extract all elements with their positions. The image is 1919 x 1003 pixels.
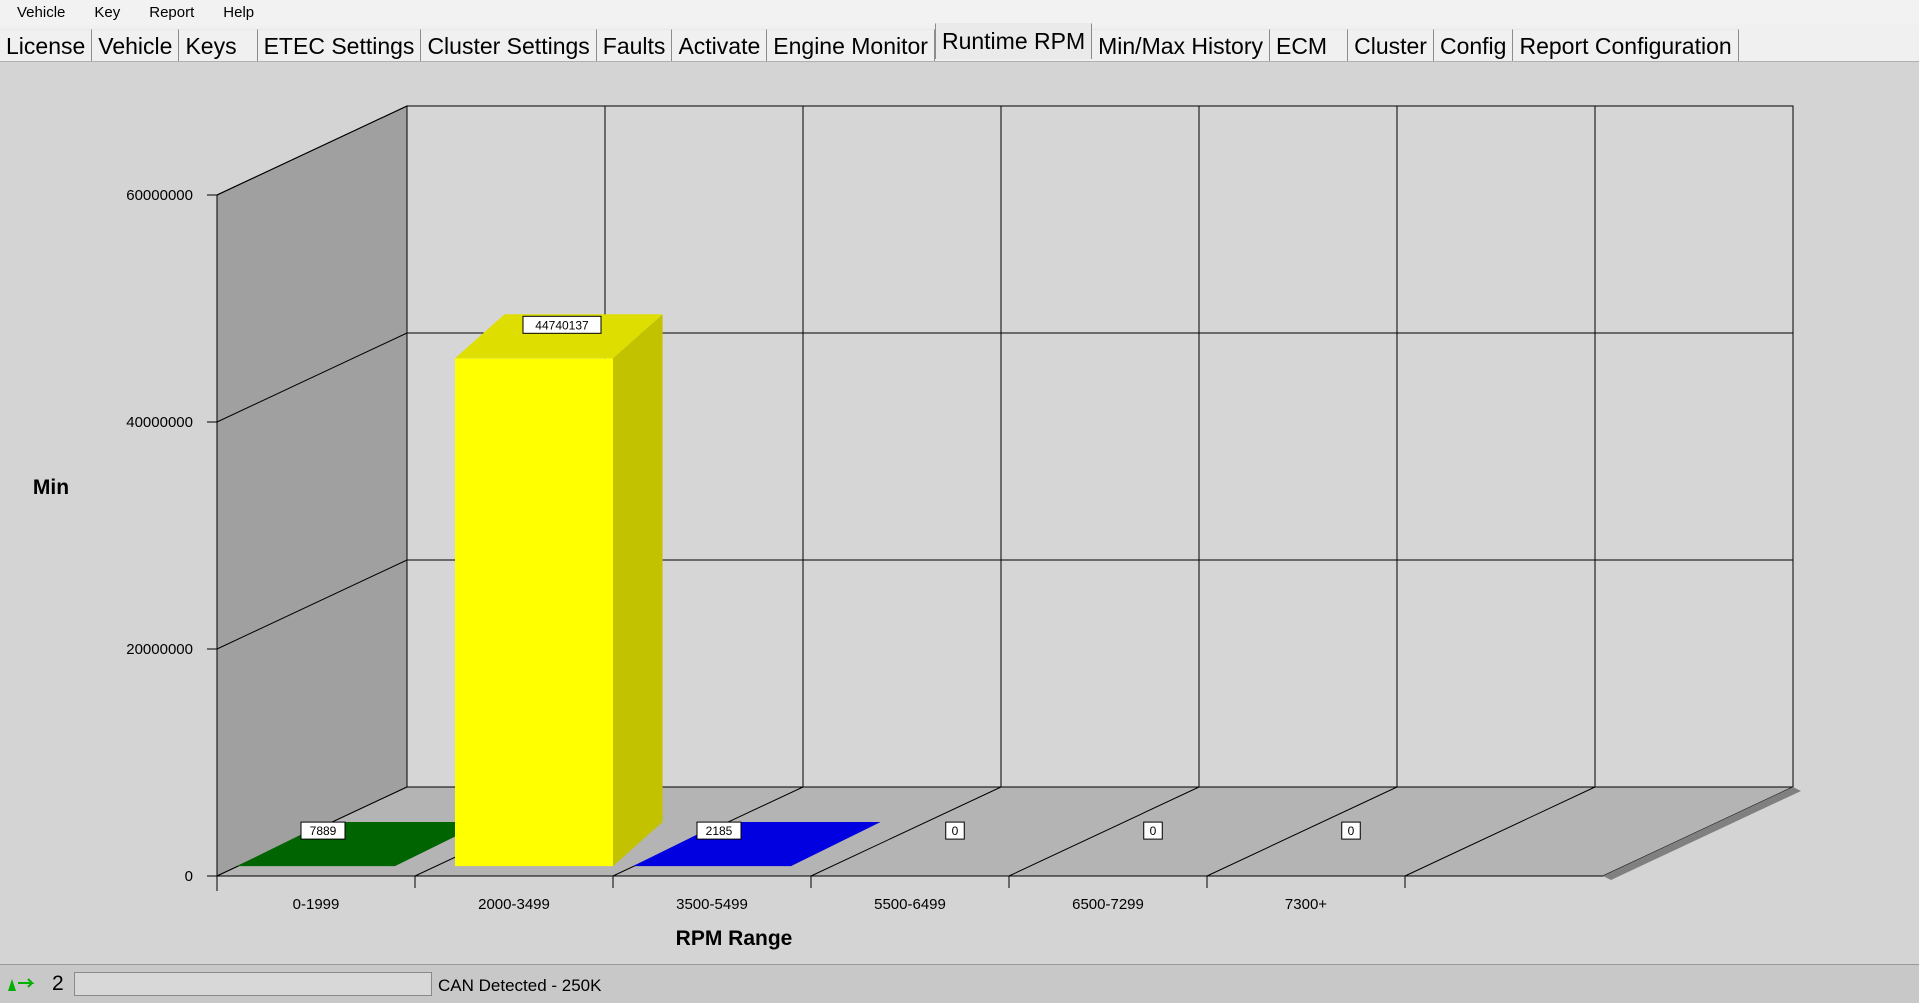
floor-divider — [1008, 786, 1200, 877]
tab-license[interactable]: License — [0, 29, 93, 61]
status-count: 2 — [52, 972, 64, 995]
runtime-rpm-chart-panel: 0 20000000 40000000 60000000 0-1999 2000-3499… — [0, 62, 1919, 964]
y-tick-label: 60000000 — [126, 187, 193, 204]
x-tick-label: 6500-7299 — [1072, 896, 1144, 913]
tab-cluster[interactable]: Cluster — [1348, 29, 1434, 61]
y-axis-title: Min — [33, 476, 69, 499]
chart-axes: 0 20000000 40000000 60000000 0-1999 2000-3499… — [33, 187, 1603, 950]
data-label: 7889 — [310, 824, 337, 838]
runtime-rpm-chart: 0 20000000 40000000 60000000 0-1999 2000-3499… — [33, 105, 1801, 950]
bar-top-face — [455, 314, 663, 359]
floor-divider — [1404, 786, 1596, 877]
bar-front-face — [455, 358, 613, 867]
data-label-box — [696, 821, 742, 840]
y-tick-label: 40000000 — [126, 414, 193, 431]
chart-bars — [237, 314, 881, 867]
tab-bar: License Vehicle Keys ETEC Settings Clust… — [0, 23, 1919, 62]
tab-ecm[interactable]: ECM — [1269, 29, 1349, 61]
status-message: CAN Detected - 250K — [438, 976, 602, 995]
tab-config[interactable]: Config — [1433, 29, 1514, 61]
tab-vehicle[interactable]: Vehicle — [92, 29, 180, 61]
data-label-box — [300, 821, 346, 840]
tab-report-configuration[interactable]: Report Configuration — [1513, 29, 1739, 61]
data-label: 0 — [1348, 824, 1355, 838]
data-label: 44740137 — [535, 318, 589, 332]
status-progress-field — [74, 972, 432, 996]
x-tick-label: 2000-3499 — [478, 896, 550, 913]
menu-help[interactable]: Help — [223, 4, 255, 21]
tab-faults[interactable]: Faults — [596, 29, 673, 61]
data-label: 0 — [952, 824, 959, 838]
chart-walls — [216, 105, 1801, 880]
floor-divider — [810, 786, 1002, 877]
grid-line-left-wall — [216, 559, 408, 650]
tab-min-max-history[interactable]: Min/Max History — [1092, 29, 1270, 61]
tab-keys[interactable]: Keys — [179, 29, 258, 61]
menu-report[interactable]: Report — [149, 4, 195, 21]
bar-side-face — [613, 314, 663, 867]
floor-edge-shadow — [1603, 787, 1801, 880]
left-wall — [216, 105, 408, 877]
tab-runtime-rpm[interactable]: Runtime RPM — [934, 23, 1093, 59]
menu-bar: Vehicle Key Report Help — [0, 0, 1919, 25]
bar — [455, 314, 663, 867]
connection-arrows-icon — [8, 978, 35, 991]
data-label-box — [1341, 821, 1361, 840]
data-label: 2185 — [706, 824, 733, 838]
grid-line-left-wall — [216, 105, 408, 196]
floor-divider — [1206, 786, 1398, 877]
bar — [633, 822, 881, 867]
x-tick-label: 5500-6499 — [874, 896, 946, 913]
bar — [237, 822, 485, 867]
data-label-box — [945, 821, 965, 840]
data-label: 0 — [1150, 824, 1157, 838]
x-tick-label: 7300+ — [1285, 896, 1327, 913]
menu-key[interactable]: Key — [94, 4, 121, 21]
x-axis-title: RPM Range — [676, 927, 793, 950]
grid-line-left-wall — [216, 332, 408, 423]
data-label-box — [522, 315, 602, 334]
tab-etec-settings[interactable]: ETEC Settings — [257, 29, 422, 61]
data-label-box — [1143, 821, 1163, 840]
status-bar: 2 CAN Detected - 250K — [0, 964, 1919, 1003]
chart-labels: 7889 44740137 2185 0 0 0 — [300, 315, 1361, 840]
tab-engine-monitor[interactable]: Engine Monitor — [767, 29, 935, 61]
menu-vehicle[interactable]: Vehicle — [17, 4, 66, 21]
y-tick-label: 0 — [185, 868, 193, 885]
tab-activate[interactable]: Activate — [672, 29, 768, 61]
x-tick-label: 0-1999 — [293, 896, 340, 913]
bar-flat-face — [633, 822, 881, 867]
bar-flat-face — [237, 822, 485, 867]
y-tick-label: 20000000 — [126, 641, 193, 658]
tab-cluster-settings[interactable]: Cluster Settings — [421, 29, 597, 61]
x-tick-label: 3500-5499 — [676, 896, 748, 913]
